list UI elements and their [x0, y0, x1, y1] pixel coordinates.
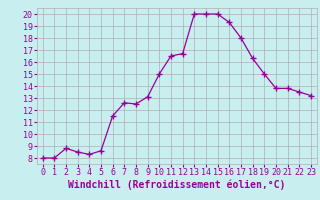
X-axis label: Windchill (Refroidissement éolien,°C): Windchill (Refroidissement éolien,°C)	[68, 180, 285, 190]
